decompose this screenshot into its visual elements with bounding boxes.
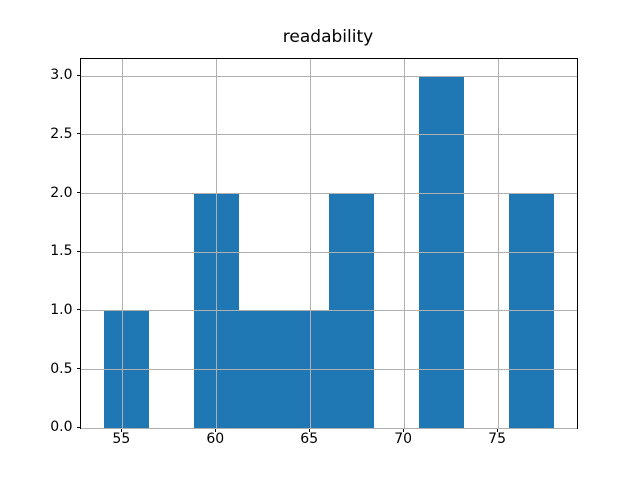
x-tick-label: 65 (300, 431, 319, 447)
x-tick-label: 60 (206, 431, 225, 447)
y-gridline (81, 251, 577, 253)
y-tick-mark (76, 133, 80, 135)
chart-title: readability (282, 27, 374, 47)
x-tick-label: 55 (112, 431, 131, 447)
y-tick-mark (76, 74, 80, 76)
x-gridline (215, 58, 217, 429)
x-tick-mark (402, 428, 404, 432)
x-gridline (497, 58, 499, 429)
y-gridline (81, 193, 577, 195)
y-gridline (81, 310, 577, 312)
grid-layer (81, 58, 577, 429)
y-tick-mark (76, 368, 80, 370)
y-gridline (81, 369, 577, 371)
y-tick-mark (76, 426, 80, 428)
y-tick-mark (76, 250, 80, 252)
y-tick-label: 1.5 (50, 243, 73, 260)
x-tick-mark (120, 428, 122, 432)
y-gridline (81, 134, 577, 136)
y-tick-mark (76, 309, 80, 311)
y-tick-label: 2.5 (50, 125, 73, 142)
x-tick-label: 75 (488, 431, 506, 447)
x-tick-mark (496, 428, 498, 432)
x-tick-mark (308, 428, 310, 432)
x-gridline (309, 58, 311, 429)
x-gridline (121, 58, 123, 429)
y-gridline (81, 75, 577, 77)
y-tick-label: 1.0 (50, 301, 73, 318)
x-gridline (403, 58, 405, 429)
y-tick-label: 0.5 (50, 360, 73, 377)
x-tick-mark (214, 428, 216, 432)
y-tick-label: 3.0 (50, 67, 73, 84)
y-tick-label: 2.0 (50, 184, 73, 201)
x-tick-label: 70 (394, 431, 413, 447)
plot-area (80, 57, 578, 430)
y-tick-mark (76, 192, 80, 194)
y-gridline (81, 427, 577, 429)
y-tick-label: 0.0 (50, 419, 73, 436)
